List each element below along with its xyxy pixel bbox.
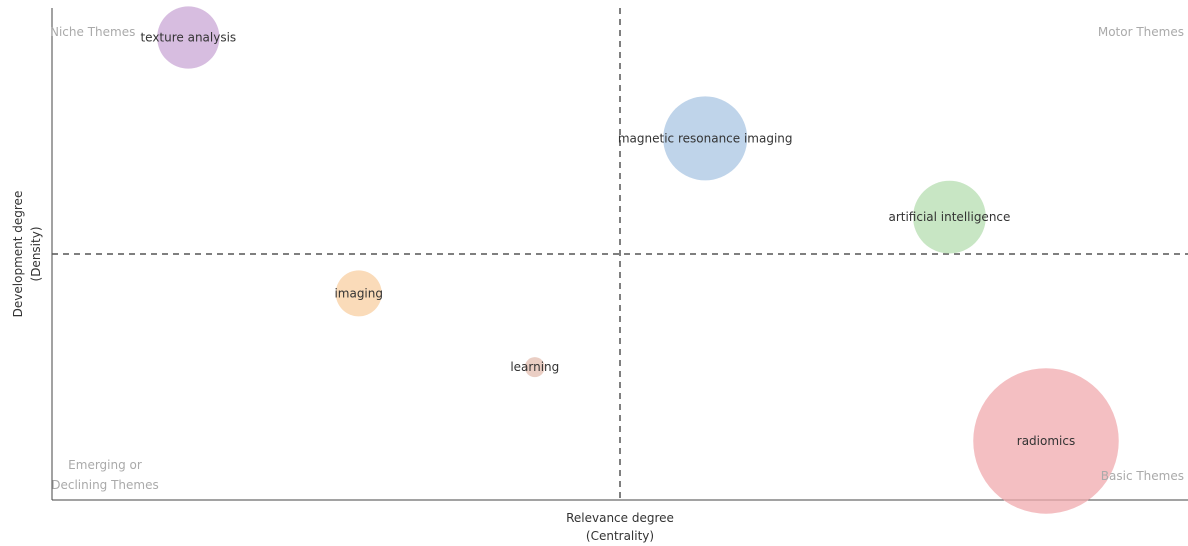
bubble-label-radiomics: radiomics — [1017, 434, 1075, 448]
quadrant-label-emerging-line2: Declining Themes — [51, 478, 159, 492]
quadrant-label-niche: Niche Themes — [50, 25, 135, 39]
bubble-learning — [524, 357, 545, 378]
quadrant-label-basic: Basic Themes — [1101, 469, 1184, 483]
quadrant-label-motor: Motor Themes — [1098, 25, 1184, 39]
x-axis-title-line1: Relevance degree — [566, 511, 674, 525]
bubble-label-magnetic-resonance-imaging: magnetic resonance imaging — [618, 131, 793, 145]
bubble-texture-analysis — [157, 6, 220, 69]
bubble-imaging — [335, 270, 382, 317]
y-axis-title-line2: (Density) — [29, 227, 43, 282]
bubble-label-texture-analysis: texture analysis — [140, 31, 236, 45]
bubble-magnetic-resonance-imaging — [663, 96, 748, 181]
bubble-label-artificial-intelligence: artificial intelligence — [888, 210, 1010, 224]
bubble-label-imaging: imaging — [334, 286, 383, 300]
bubble-radiomics — [973, 368, 1119, 514]
quadrant-label-emerging-line1: Emerging or — [68, 458, 142, 472]
bubble-artificial-intelligence — [913, 180, 986, 254]
y-axis-title-line1: Development degree — [11, 191, 25, 318]
x-axis-title-line2: (Centrality) — [586, 529, 654, 543]
bubble-label-learning: learning — [510, 360, 559, 374]
bubbles-group: texture analysis magnetic resonance imagi… — [140, 6, 1119, 514]
